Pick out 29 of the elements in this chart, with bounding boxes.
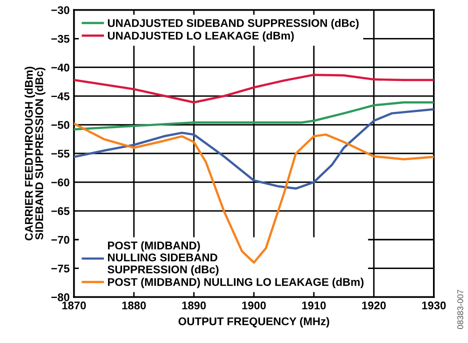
legend-label: POST (MIDBAND) NULLING LO LEAKAGE (dBm) xyxy=(108,278,364,288)
y-tick-label: −70 xyxy=(51,236,70,244)
y-tick-label: −50 xyxy=(51,121,70,129)
x-tick-label: 1870 xyxy=(62,302,86,310)
y-tick-label: −35 xyxy=(51,34,70,43)
line-series xyxy=(74,122,434,264)
x-tick-label: 1900 xyxy=(242,302,266,310)
x-tick-label: 1890 xyxy=(182,302,206,310)
y-tick-label: −55 xyxy=(51,150,70,158)
x-tick-label: 1930 xyxy=(422,302,446,310)
y-tick-label: −40 xyxy=(51,64,70,72)
line-series xyxy=(74,74,434,104)
text: 08383-007 xyxy=(457,290,464,329)
x-axis-title: OUTPUT FREQUENCY (MHz) xyxy=(178,317,330,328)
x-tick-label: 1880 xyxy=(122,302,146,310)
line-series xyxy=(74,108,434,190)
y-axis-title: CARRIER FEEDTHROUGH (dBm) SIDEBAND SUPPRESSION (dBc) xyxy=(24,66,46,240)
y-tick-label: −45 xyxy=(51,92,70,100)
legend-label: POST (MIDBAND) NULLING SIDEBAND SUPPRESSION (dBc) xyxy=(108,241,218,276)
y-tick-label: −30 xyxy=(51,6,70,14)
x-tick-label: 1910 xyxy=(302,302,326,310)
y-tick-label: −65 xyxy=(51,207,70,216)
line-series xyxy=(74,101,434,130)
x-tick-label: 1920 xyxy=(362,302,386,310)
y-tick-label: −60 xyxy=(51,178,70,186)
y-tick-label: −75 xyxy=(51,264,70,272)
legend-label: UNADJUSTED LO LEAKAGE (dBm) xyxy=(108,31,294,42)
legend-label: UNADJUSTED SIDEBAND SUPPRESSION (dBc) xyxy=(108,18,359,30)
y-tick-label: −80 xyxy=(51,293,70,302)
